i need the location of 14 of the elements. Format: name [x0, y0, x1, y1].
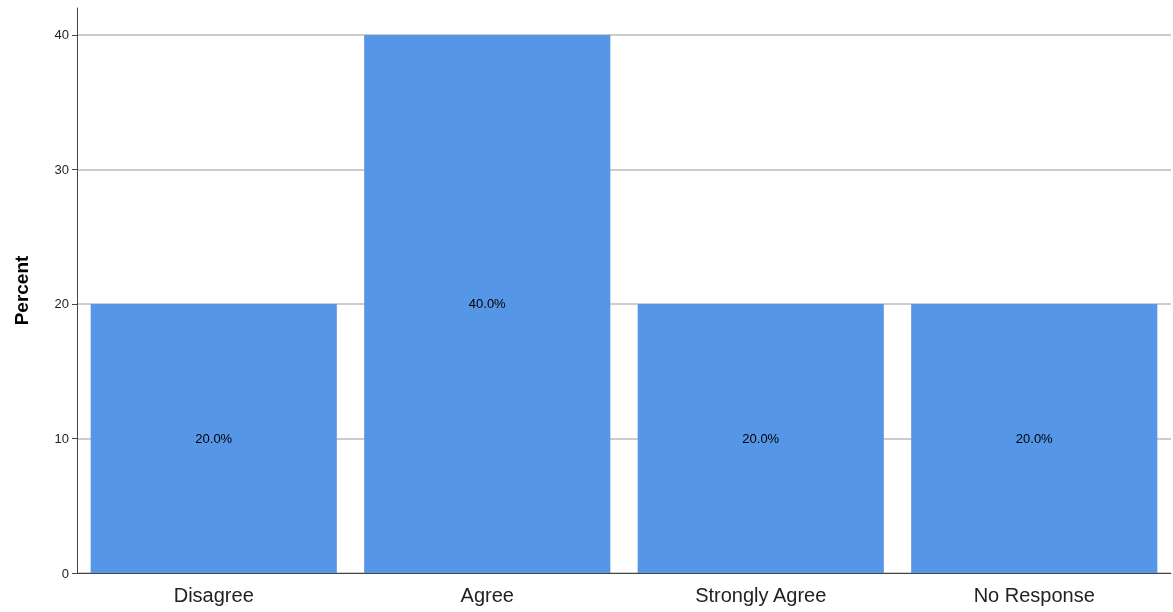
- x-tick-label: No Response: [973, 584, 1095, 606]
- data-label: 20.0%: [195, 430, 233, 446]
- y-tick-label: 30: [54, 161, 69, 177]
- y-tick-label: 0: [61, 565, 69, 581]
- data-label: 20.0%: [742, 430, 780, 446]
- data-label: 20.0%: [1015, 430, 1054, 446]
- data-label: 40.0%: [468, 296, 507, 312]
- x-tick-label: Disagree: [173, 584, 254, 606]
- x-tick-label: Strongly Agree: [695, 584, 827, 606]
- y-tick-label: 40: [54, 27, 69, 43]
- y-axis-title: Percent: [11, 254, 32, 326]
- y-tick-label: 20: [54, 296, 69, 312]
- y-tick-label: 10: [54, 430, 69, 446]
- x-tick-label: Agree: [460, 584, 514, 606]
